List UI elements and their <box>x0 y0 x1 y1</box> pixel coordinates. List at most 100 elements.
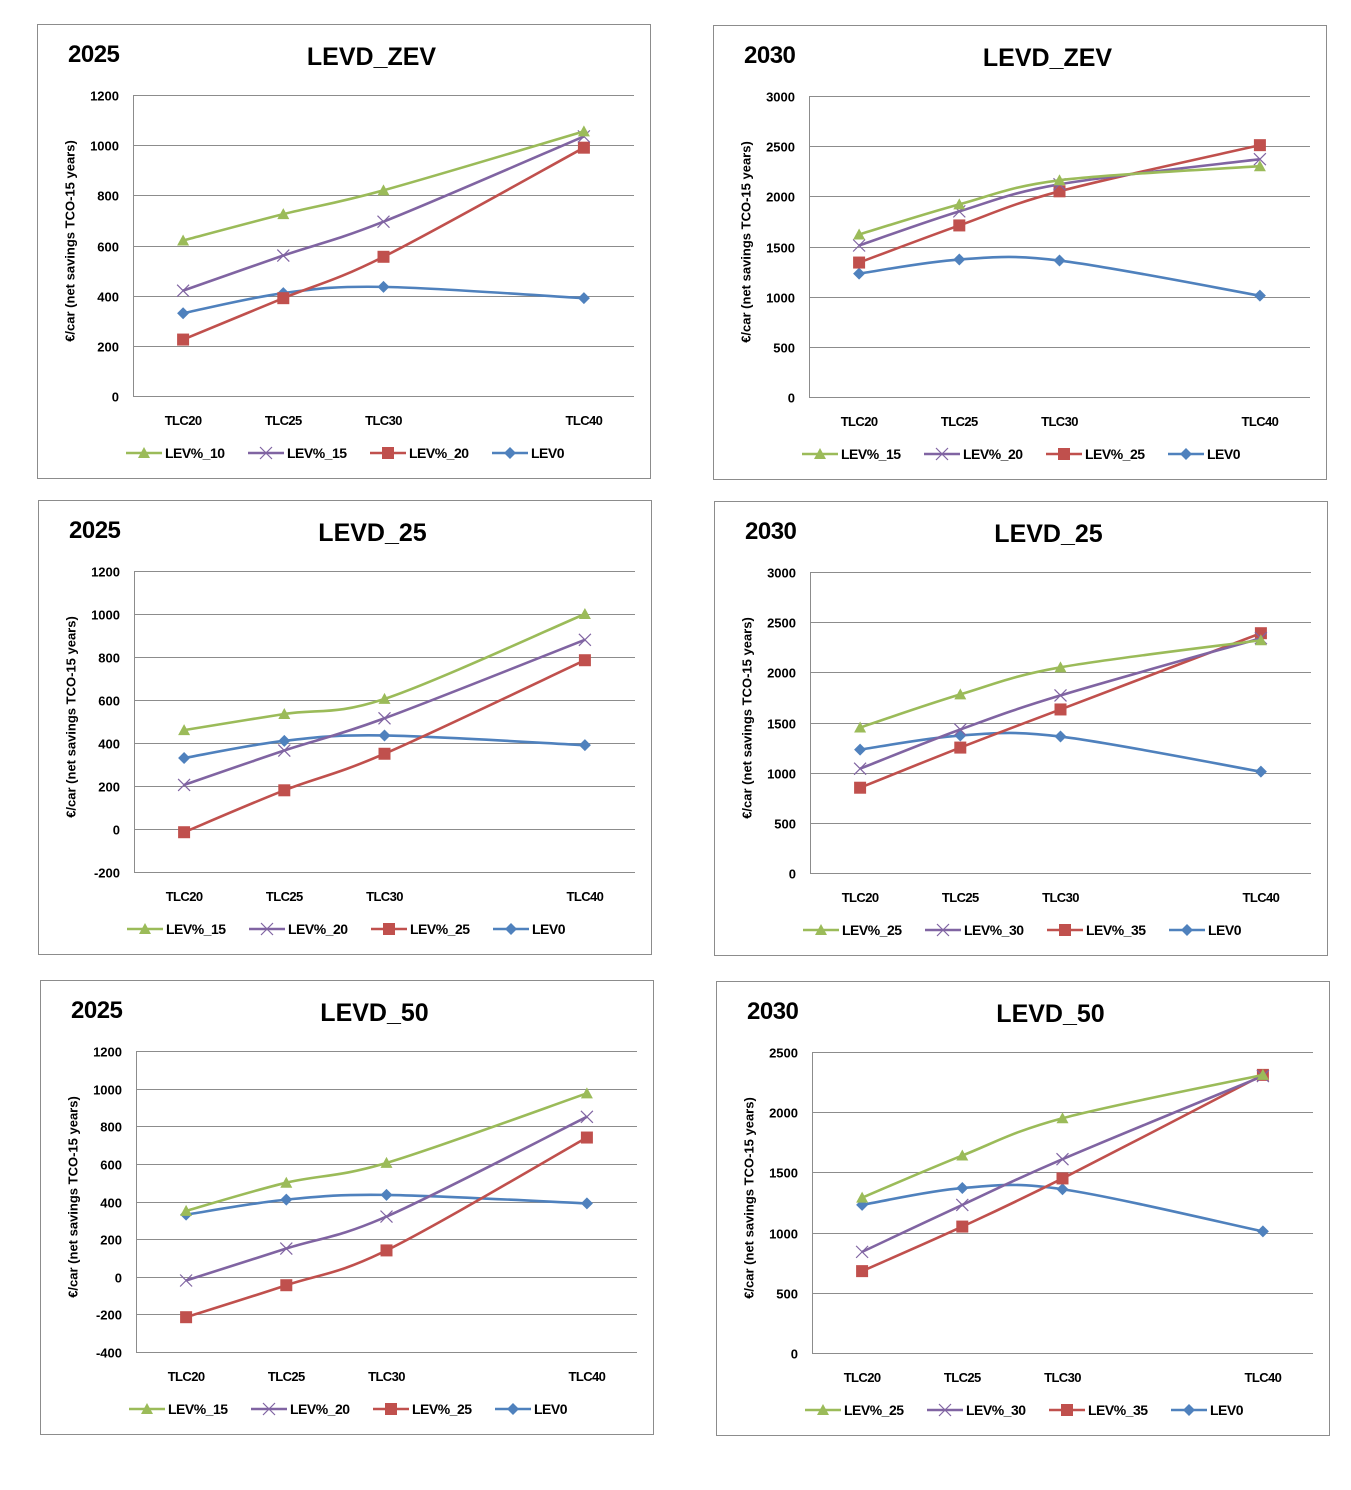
legend-swatch-square-icon <box>1049 1404 1085 1416</box>
y-tick-label: 1500 <box>769 1166 798 1181</box>
chart-title: LEVD_ZEV <box>982 44 1113 72</box>
data-point-x <box>1253 152 1267 166</box>
y-tick-label: 2500 <box>766 140 795 155</box>
legend-item: LEV%_30 <box>927 1402 1049 1418</box>
data-point-diamond <box>956 1182 969 1195</box>
legend-marker-triangle-icon <box>815 924 827 935</box>
data-point-triangle <box>1253 160 1266 172</box>
data-point-square <box>856 1265 869 1278</box>
y-tick-label: 1000 <box>90 139 119 154</box>
series-line <box>859 631 1262 789</box>
legend-label: LEV%_15 <box>287 445 347 461</box>
plot-svg: -400 -200 0 200 400 600 800 1000 1200 TLC20 TLC25 T… <box>93 1045 637 1384</box>
data-point-triangle <box>178 724 191 736</box>
data-point-triangle <box>1053 174 1066 186</box>
legend-marker-diamond-icon <box>1180 448 1192 460</box>
legend-swatch-triangle-icon <box>129 1403 165 1414</box>
legend-marker-square-icon <box>385 1403 397 1415</box>
y-tick-label: 200 <box>100 1233 122 1248</box>
series-line <box>183 659 586 834</box>
legend-item: LEV%_10 <box>126 445 248 461</box>
legend-swatch-square-icon <box>370 447 406 459</box>
data-point-triangle <box>578 608 591 619</box>
legend: LEV%_25 LEV%_30 LEV%_35 LEV0 <box>803 922 1291 938</box>
x-tick-label: TLC25 <box>942 890 979 905</box>
legend-swatch-diamond-icon <box>493 923 529 935</box>
legend-swatch-x-icon <box>927 1403 963 1417</box>
legend-marker-x-icon <box>260 922 274 936</box>
series-lev-15 <box>176 129 591 298</box>
data-point-diamond <box>280 1193 293 1206</box>
legend-item: LEV%_20 <box>924 446 1046 462</box>
data-point-diamond <box>380 1188 393 1201</box>
data-point-square <box>177 333 190 346</box>
data-point-x <box>277 744 291 757</box>
data-point-triangle <box>280 1176 293 1188</box>
legend: LEV%_15 LEV%_20 LEV%_25 LEV0 <box>127 921 615 937</box>
legend-label: LEV%_35 <box>1088 1402 1148 1418</box>
legend-swatch-x-icon <box>925 923 961 937</box>
legend-label: LEV%_30 <box>964 922 1024 938</box>
y-tick-label: 600 <box>98 694 120 709</box>
y-tick-label: 3000 <box>767 566 796 581</box>
y-tick-label: 0 <box>112 390 119 405</box>
data-point-triangle <box>1254 634 1267 646</box>
legend-marker-square-icon <box>1058 448 1070 460</box>
y-tick-label: 800 <box>100 1120 122 1135</box>
series-line <box>182 135 585 292</box>
series-line <box>858 255 1261 297</box>
legend-swatch-x-icon <box>248 446 284 460</box>
legend-swatch-diamond-icon <box>495 1403 531 1415</box>
data-point-triangle <box>577 125 590 137</box>
legend-item: LEV%_25 <box>373 1401 495 1417</box>
legend-swatch-triangle-icon <box>802 448 838 459</box>
legend-label: LEV0 <box>1210 1402 1244 1418</box>
data-point-diamond <box>853 267 866 280</box>
series-line <box>185 1092 588 1213</box>
data-point-diamond <box>177 307 190 320</box>
data-point-triangle <box>853 228 866 240</box>
legend-swatch-triangle-icon <box>803 924 839 935</box>
legend-label: LEV0 <box>1207 446 1241 462</box>
data-point-triangle <box>856 1191 869 1203</box>
data-point-triangle <box>1256 1068 1269 1080</box>
legend-marker-diamond-icon <box>507 1403 519 1415</box>
y-tick-label: 0 <box>791 1347 798 1362</box>
data-point-x <box>955 1198 969 1212</box>
series-lev-35 <box>854 627 1267 794</box>
year-label: 2025 <box>69 517 121 544</box>
legend-label: LEV0 <box>532 921 566 937</box>
data-point-triangle <box>953 198 966 210</box>
data-point-square <box>280 1279 293 1292</box>
data-point-x <box>1056 1152 1069 1166</box>
series-line <box>861 1183 1264 1233</box>
data-point-x <box>1054 688 1067 702</box>
data-point-square <box>580 1131 593 1144</box>
series-line <box>858 157 1261 247</box>
x-tick-label: TLC20 <box>844 1370 881 1385</box>
series-lev-20 <box>179 1110 594 1287</box>
legend-marker-square-icon <box>382 447 394 459</box>
series-lev-35 <box>856 1068 1269 1278</box>
y-tick-label: 0 <box>788 391 795 406</box>
x-tick-label: TLC30 <box>366 889 403 904</box>
legend-label: LEV%_10 <box>165 445 225 461</box>
series-line <box>861 1073 1264 1199</box>
data-point-x <box>176 284 190 298</box>
y-tick-label: 400 <box>98 737 120 752</box>
series-lev0 <box>177 280 590 320</box>
y-tick-label: -400 <box>96 1346 122 1361</box>
data-point-square <box>853 256 866 269</box>
x-tick-label: TLC30 <box>365 413 402 428</box>
data-point-diamond <box>1253 289 1266 302</box>
legend-swatch-diamond-icon <box>492 447 528 459</box>
data-point-square <box>1056 1172 1069 1185</box>
data-point-x <box>953 723 967 736</box>
y-tick-label: 1500 <box>767 717 796 732</box>
series-lev0 <box>853 253 1266 302</box>
data-point-diamond <box>278 734 291 747</box>
series-line <box>859 731 1262 773</box>
legend-swatch-triangle-icon <box>127 923 163 934</box>
data-point-triangle <box>377 184 390 196</box>
series-line <box>182 285 584 315</box>
